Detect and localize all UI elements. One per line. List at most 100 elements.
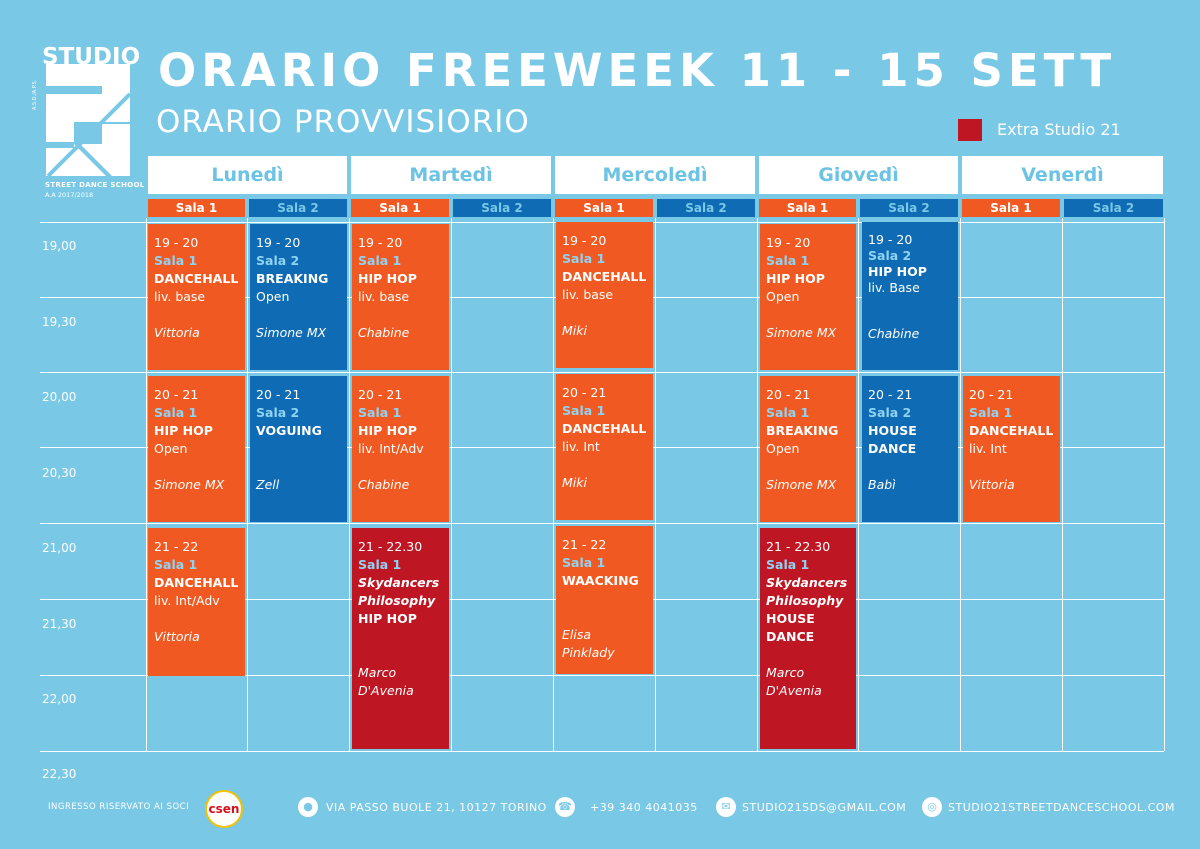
class-card[interactable]: 19 - 20 Sala 1 HIP HOP liv. base Chabine (352, 224, 449, 370)
class-teacher: Simone MX (766, 477, 837, 492)
class-style-line2: DANCE (766, 629, 815, 644)
class-teacher: Zell (256, 477, 280, 492)
class-level: liv. base (358, 289, 410, 304)
csen-badge-icon: csen (205, 790, 243, 828)
class-card[interactable]: 20 - 21 Sala 1 HIP HOP Open Simone MX (148, 376, 245, 522)
class-time: 21 - 22.30 (766, 539, 831, 554)
class-card[interactable]: 20 - 21 Sala 1 DANCEHALL liv. Int Miki (556, 374, 653, 520)
grid-vline (349, 218, 350, 751)
class-sala: Sala 1 (358, 253, 402, 268)
footer-email[interactable]: STUDIO21SDS@GMAIL.COM (742, 801, 907, 814)
day-header-giovedi: Giovedì (759, 156, 958, 194)
day-header-martedi: Martedì (351, 156, 551, 194)
class-style-line2: DANCE (868, 441, 917, 456)
class-time: 19 - 20 (154, 235, 199, 250)
class-time: 21 - 22 (154, 539, 199, 554)
sala2-header: Sala 2 (657, 199, 755, 217)
grid-vline (655, 218, 656, 751)
class-sala: Sala 1 (766, 253, 810, 268)
grid-line (40, 751, 1164, 752)
legend-swatch (958, 119, 982, 141)
class-style: BREAKING (256, 271, 329, 286)
sala1-header: Sala 1 (148, 199, 245, 217)
grid-vline (858, 218, 859, 751)
extra-class-card[interactable]: 21 - 22.30 Sala 1 Skydancers Philosophy … (352, 528, 449, 749)
class-card[interactable]: 19 - 20 Sala 1 DANCEHALL liv. base Vitto… (148, 224, 245, 370)
class-time: 21 - 22.30 (358, 539, 423, 554)
class-time: 20 - 21 (969, 387, 1014, 402)
class-card[interactable]: 19 - 20 Sala 2 HIP HOP liv. Base Chabine (862, 222, 958, 370)
class-sala: Sala 1 (562, 251, 606, 266)
day-header-mercoledi: Mercoledì (555, 156, 755, 194)
logo-21-icon (46, 64, 132, 176)
class-sala: Sala 2 (256, 253, 300, 268)
class-card[interactable]: 20 - 21 Sala 1 BREAKING Open Simone MX (760, 376, 856, 522)
class-style: HIP HOP (766, 271, 825, 286)
class-time: 19 - 20 (256, 235, 301, 250)
location-pin-icon: ● (298, 797, 318, 817)
class-level: Open (766, 289, 800, 304)
class-time: 20 - 21 (358, 387, 403, 402)
class-style: DANCEHALL (154, 271, 239, 286)
class-sala: Sala 2 (868, 405, 912, 420)
sala1-header: Sala 1 (962, 199, 1060, 217)
class-teacher: Chabine (358, 477, 410, 492)
class-program: Skydancers (766, 575, 848, 590)
class-teacher: Vittoria (154, 325, 200, 340)
mail-icon: ✉ (716, 797, 736, 817)
class-card[interactable]: 20 - 21 Sala 1 HIP HOP liv. Int/Adv Chab… (352, 376, 449, 522)
class-teacher: Babì (868, 477, 896, 492)
class-card[interactable]: 21 - 22 Sala 1 WAACKING Elisa Pinklady (556, 526, 653, 674)
grid-vline (146, 218, 147, 751)
class-style: WAACKING (562, 573, 639, 588)
class-sala: Sala 1 (358, 557, 402, 572)
sala2-header: Sala 2 (1064, 199, 1163, 217)
class-style: VOGUING (256, 423, 322, 438)
class-style: HOUSE (766, 611, 815, 626)
footer-website[interactable]: STUDIO21STREETDANCESCHOOL.COM (948, 801, 1175, 814)
phone-icon: ☎ (555, 797, 575, 817)
grid-vline (1164, 218, 1165, 751)
class-time: 21 - 22 (562, 537, 607, 552)
class-sala: Sala 1 (766, 557, 810, 572)
class-card[interactable]: 19 - 20 Sala 1 HIP HOP Open Simone MX (760, 224, 856, 370)
grid-vline (1062, 218, 1063, 751)
class-level: liv. base (154, 289, 206, 304)
extra-class-card[interactable]: 21 - 22.30 Sala 1 Skydancers Philosophy … (760, 528, 856, 749)
grid-line (40, 523, 1164, 524)
class-teacher: Chabine (868, 326, 920, 341)
day-header-lunedi: Lunedì (148, 156, 347, 194)
day-header-venerdi: Venerdì (962, 156, 1163, 194)
class-program-line2: Philosophy (766, 593, 844, 608)
class-card[interactable]: 20 - 21 Sala 2 VOGUING Zell (250, 376, 347, 522)
footer-address: VIA PASSO BUOLE 21, 10127 TORINO (326, 801, 547, 814)
class-teacher: Vittoria (969, 477, 1015, 492)
sala1-header: Sala 1 (555, 199, 653, 217)
class-card[interactable]: 19 - 20 Sala 1 DANCEHALL liv. base Miki (556, 222, 653, 368)
grid-vline (757, 218, 758, 751)
class-card[interactable]: 19 - 20 Sala 2 BREAKING Open Simone MX (250, 224, 347, 370)
class-card[interactable]: 21 - 22 Sala 1 DANCEHALL liv. Int/Adv Vi… (148, 528, 245, 676)
class-style: DANCEHALL (562, 269, 647, 284)
time-label: 19,30 (42, 315, 77, 329)
class-sala: Sala 1 (766, 405, 810, 420)
time-label: 20,30 (42, 466, 77, 480)
time-label: 19,00 (42, 239, 77, 253)
class-sala: Sala 2 (256, 405, 300, 420)
class-style: DANCEHALL (154, 575, 239, 590)
class-style: BREAKING (766, 423, 839, 438)
time-label: 21,30 (42, 617, 77, 631)
class-time: 20 - 21 (766, 387, 811, 402)
sala1-header: Sala 1 (351, 199, 449, 217)
footer-phone[interactable]: +39 340 4041035 (590, 801, 698, 814)
class-style: HIP HOP (868, 264, 927, 279)
class-level: liv. base (562, 287, 614, 302)
class-teacher: Simone MX (154, 477, 225, 492)
class-level: liv. Base (868, 280, 920, 295)
class-time: 20 - 21 (154, 387, 199, 402)
class-level: liv. Int (562, 439, 600, 454)
class-card[interactable]: 20 - 21 Sala 1 DANCEHALL liv. Int Vittor… (963, 376, 1060, 522)
class-style: DANCEHALL (969, 423, 1054, 438)
class-teacher-line2: D'Avenia (358, 683, 414, 698)
class-card[interactable]: 20 - 21 Sala 2 HOUSE DANCE Babì (862, 376, 958, 522)
